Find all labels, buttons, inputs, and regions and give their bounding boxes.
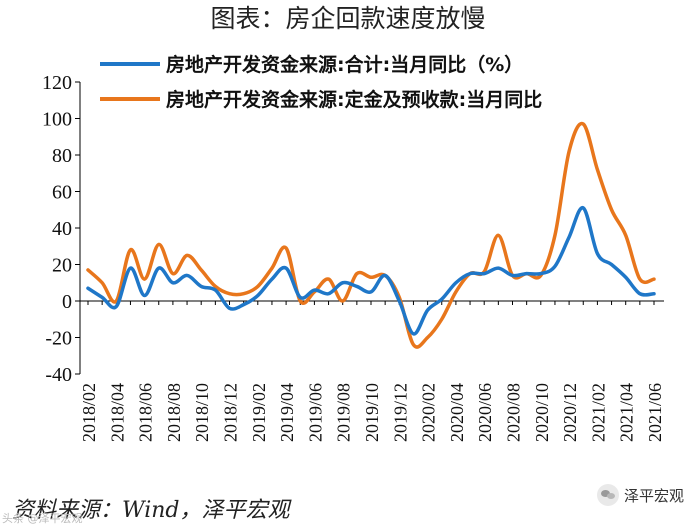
x-tick-label: 2019/02	[249, 383, 269, 442]
series-line-2	[86, 121, 656, 349]
y-tick-label: -20	[45, 328, 72, 350]
y-tick-label: 0	[62, 291, 72, 313]
x-axis: 2018/02 2018/04 2018/06 2018/08 2018/10 2018/…	[79, 300, 665, 442]
x-tick-label: 2021/06	[645, 383, 665, 442]
legend-label-series-2: 房地产开发资金来源:定金及预收款:当月同比	[166, 88, 542, 111]
x-tick-label: 2021/04	[617, 383, 637, 442]
watermark: 头条 @泽平宏观	[2, 512, 83, 525]
x-tick-label: 2020/06	[475, 383, 495, 442]
x-tick-label: 2020/08	[504, 383, 524, 442]
legend-label-series-1: 房地产开发资金来源:合计:当月同比（%）	[166, 53, 523, 76]
x-tick-label: 2020/02	[419, 383, 439, 442]
wechat-icon	[596, 484, 619, 506]
x-tick-label: 2018/04	[107, 383, 127, 442]
x-tick-label: 2018/10	[192, 383, 212, 442]
figure-title: 图表：房企回款速度放慢	[210, 4, 486, 33]
x-tick-label: 2018/06	[136, 383, 156, 442]
y-tick-label: 120	[42, 72, 72, 94]
y-tick-label: 80	[52, 145, 72, 167]
y-tick-label: 100	[42, 109, 72, 131]
x-tick-label: 2019/10	[362, 383, 382, 442]
x-tick-label: 2020/10	[532, 383, 552, 442]
x-tick-label: 2018/08	[164, 383, 184, 442]
x-tick-label: 2019/06	[305, 383, 325, 442]
series-line-1	[86, 206, 656, 336]
x-tick-label: 2018/02	[79, 383, 99, 442]
x-tick-label: 2020/12	[560, 383, 580, 442]
legend: 房地产开发资金来源:合计:当月同比（%） 房地产开发资金来源:定金及预收款:当月…	[100, 53, 542, 111]
source-note: 资料来源：Wind，泽平宏观	[12, 498, 290, 523]
y-axis: -40 -20 0 20 40 60 80 100 120	[42, 72, 81, 386]
brand-name: 泽平宏观	[623, 486, 684, 505]
y-tick-label: 60	[52, 182, 72, 204]
x-tick-label: 2018/12	[221, 383, 241, 442]
brand-badge: 泽平宏观	[596, 484, 684, 506]
x-tick-label: 2019/04	[277, 383, 297, 442]
x-tick-label: 2021/02	[588, 383, 608, 442]
y-tick-label: -40	[45, 364, 72, 386]
x-tick-label: 2020/04	[447, 383, 467, 442]
y-tick-label: 40	[52, 218, 72, 240]
x-tick-label: 2019/12	[390, 383, 410, 442]
series-lines	[86, 121, 656, 349]
x-tick-label: 2019/08	[334, 383, 354, 442]
y-tick-label: 20	[52, 255, 72, 277]
